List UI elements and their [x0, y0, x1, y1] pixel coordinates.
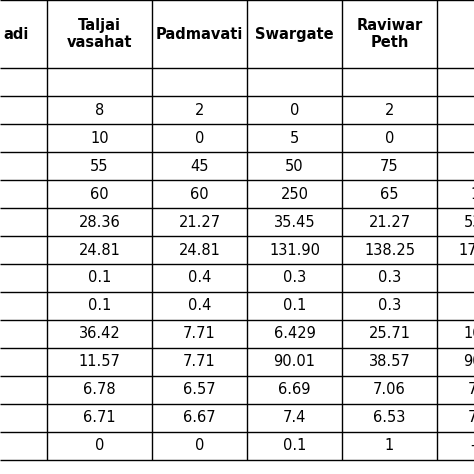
Text: 7.71: 7.71 — [183, 327, 216, 341]
Text: 0.3: 0.3 — [378, 299, 401, 313]
Text: 7.11: 7.11 — [468, 383, 474, 398]
Text: 60: 60 — [90, 186, 109, 201]
Text: -0.2: -0.2 — [470, 438, 474, 454]
Text: 28.36: 28.36 — [79, 215, 120, 229]
Text: 90.01: 90.01 — [273, 355, 316, 370]
Text: 25.71: 25.71 — [368, 327, 410, 341]
Text: 0.1: 0.1 — [283, 438, 306, 454]
Text: 8: 8 — [95, 102, 104, 118]
Text: 6.78: 6.78 — [83, 383, 116, 398]
Text: 35.45: 35.45 — [273, 215, 315, 229]
Text: 0.1: 0.1 — [283, 299, 306, 313]
Text: 0: 0 — [385, 130, 394, 146]
Text: Padmavati: Padmavati — [156, 27, 243, 42]
Text: 21.27: 21.27 — [368, 215, 410, 229]
Text: 0.4: 0.4 — [188, 299, 211, 313]
Text: 6.53: 6.53 — [374, 410, 406, 426]
Text: 6.57: 6.57 — [183, 383, 216, 398]
Text: 6.69: 6.69 — [278, 383, 311, 398]
Text: 0: 0 — [195, 130, 204, 146]
Text: 38.57: 38.57 — [369, 355, 410, 370]
Text: 145: 145 — [471, 186, 474, 201]
Text: 0.1: 0.1 — [88, 271, 111, 285]
Text: 2: 2 — [195, 102, 204, 118]
Text: 0.3: 0.3 — [378, 271, 401, 285]
Text: 7.71: 7.71 — [183, 355, 216, 370]
Text: 0.4: 0.4 — [188, 271, 211, 285]
Text: 24.81: 24.81 — [79, 243, 120, 257]
Text: 6.429: 6.429 — [273, 327, 315, 341]
Text: 0.3: 0.3 — [473, 271, 474, 285]
Text: 11.57: 11.57 — [79, 355, 120, 370]
Text: Swargate: Swargate — [255, 27, 334, 42]
Text: 55: 55 — [90, 158, 109, 173]
Text: 131.90: 131.90 — [269, 243, 320, 257]
Text: 50: 50 — [285, 158, 304, 173]
Text: 7.4: 7.4 — [283, 410, 306, 426]
Text: 75: 75 — [380, 158, 399, 173]
Text: 1: 1 — [385, 438, 394, 454]
Text: 65: 65 — [380, 186, 399, 201]
Text: 6.67: 6.67 — [183, 410, 216, 426]
Text: 10: 10 — [90, 130, 109, 146]
Text: 250: 250 — [281, 186, 309, 201]
Text: 177.25: 177.25 — [459, 243, 474, 257]
Text: 138.25: 138.25 — [364, 243, 415, 257]
Text: 90.01: 90.01 — [464, 355, 474, 370]
Text: 6.71: 6.71 — [83, 410, 116, 426]
Text: 2: 2 — [385, 102, 394, 118]
Text: 45: 45 — [190, 158, 209, 173]
Text: 0: 0 — [95, 438, 104, 454]
Text: 7.06: 7.06 — [373, 383, 406, 398]
Text: 0.3: 0.3 — [283, 271, 306, 285]
Text: 16.71: 16.71 — [464, 327, 474, 341]
Text: 36.42: 36.42 — [79, 327, 120, 341]
Text: 21.27: 21.27 — [178, 215, 220, 229]
Text: adi: adi — [3, 27, 29, 42]
Text: Taljai
vasahat: Taljai vasahat — [67, 18, 132, 50]
Text: 53.17: 53.17 — [464, 215, 474, 229]
Text: 5: 5 — [290, 130, 299, 146]
Text: 0: 0 — [290, 102, 299, 118]
Text: 7.24: 7.24 — [468, 410, 474, 426]
Text: Raviwar
Peth: Raviwar Peth — [356, 18, 423, 50]
Text: 0: 0 — [195, 438, 204, 454]
Text: 60: 60 — [190, 186, 209, 201]
Text: 24.81: 24.81 — [179, 243, 220, 257]
Text: 0.1: 0.1 — [88, 299, 111, 313]
